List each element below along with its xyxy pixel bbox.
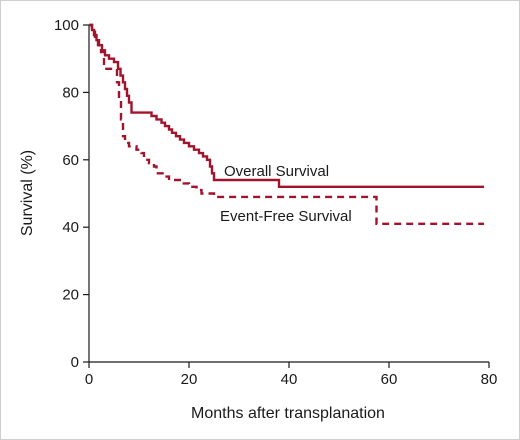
axes-layer: 0 20 40 60 80 100 0 20 40 60 80 xyxy=(54,17,497,388)
series-label-event-free-survival: Event-Free Survival xyxy=(220,208,352,225)
y-tick-label-0: 0 xyxy=(71,354,79,371)
labels-layer: Months after transplanation Survival (%)… xyxy=(19,150,385,422)
x-tick-label-60: 60 xyxy=(381,371,398,388)
series-line-event-free-survival xyxy=(89,23,484,225)
y-tick-label-60: 60 xyxy=(62,152,79,169)
y-tick-label-20: 20 xyxy=(62,287,79,304)
x-axis-title: Months after transplanation xyxy=(191,405,385,422)
y-tick-label-80: 80 xyxy=(62,84,79,101)
series-label-overall-survival: Overall Survival xyxy=(224,163,329,180)
x-tick-label-80: 80 xyxy=(481,371,498,388)
y-tick-label-40: 40 xyxy=(62,219,79,236)
x-tick-label-0: 0 xyxy=(85,371,93,388)
series-layer xyxy=(89,23,484,225)
y-tick-label-100: 100 xyxy=(54,17,79,34)
x-tick-label-20: 20 xyxy=(181,371,198,388)
y-axis-title: Survival (%) xyxy=(19,150,36,236)
x-tick-label-40: 40 xyxy=(281,371,298,388)
